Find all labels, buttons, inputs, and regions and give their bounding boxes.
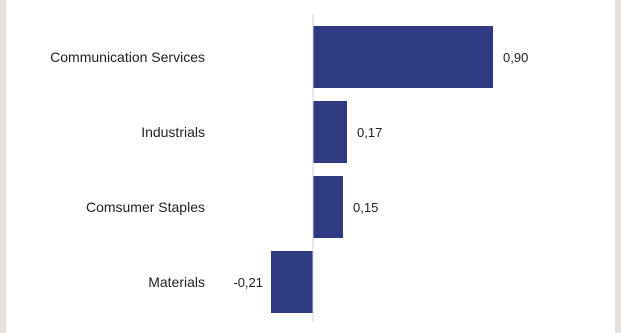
category-label-3: Materials	[148, 274, 205, 290]
value-labels-group: 0,90 0,17 0,15 -0,21	[233, 50, 528, 290]
bar-0	[313, 26, 493, 88]
category-label-2: Comsumer Staples	[86, 199, 205, 215]
bar-chart: Communication Services Industrials Comsume…	[50, 14, 528, 322]
bar-1	[313, 101, 347, 163]
value-label-2: 0,15	[353, 200, 378, 215]
bar-3	[271, 251, 313, 313]
value-label-3: -0,21	[233, 275, 263, 290]
bar-2	[313, 176, 343, 238]
bars-group	[271, 26, 493, 313]
value-label-0: 0,90	[503, 50, 528, 65]
category-label-1: Industrials	[141, 124, 205, 140]
category-labels-group: Communication Services Industrials Comsume…	[50, 49, 205, 290]
category-label-0: Communication Services	[50, 49, 205, 65]
value-label-1: 0,17	[357, 125, 382, 140]
chart-panel: Communication Services Industrials Comsume…	[6, 0, 615, 333]
